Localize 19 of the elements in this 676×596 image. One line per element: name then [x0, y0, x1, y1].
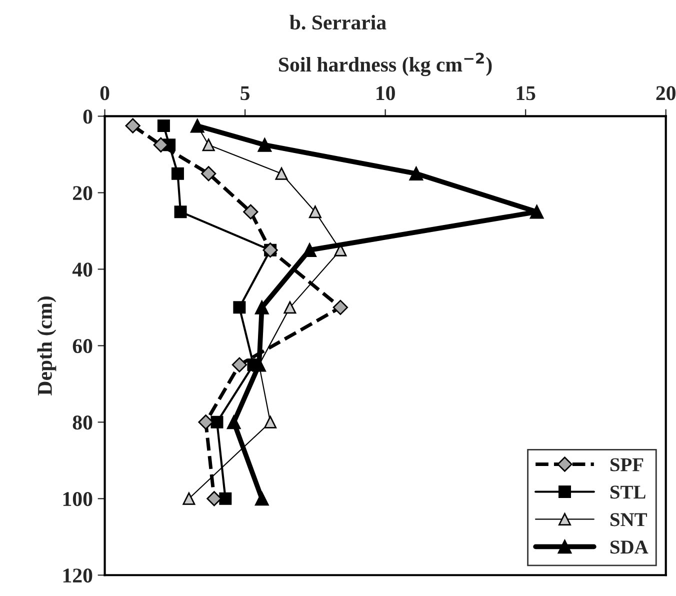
y-tick-label: 40: [72, 262, 92, 277]
legend-label: SPF: [610, 458, 644, 472]
y-axis-title: Depth (cm): [37, 296, 56, 396]
x-tick-label: 15: [516, 86, 536, 100]
legend-label: SNT: [610, 513, 647, 526]
x-tick-label: 5: [240, 86, 250, 100]
chart-title: b. Serraria: [290, 14, 386, 30]
x-axis-title: Soil hardness (kg cm$^{−2}$): [279, 52, 492, 76]
y-tick-label: 60: [72, 339, 92, 354]
x-tick-label: 0: [100, 86, 110, 100]
y-tick-label: 80: [72, 416, 92, 430]
legend-label: STL: [610, 486, 646, 499]
x-tick-label: 20: [656, 86, 676, 100]
y-tick-label: 100: [63, 492, 92, 506]
x-tick-label: 10: [376, 86, 395, 100]
y-tick-label: 20: [73, 186, 92, 200]
y-tick-label: 0: [83, 110, 92, 124]
y-tick-label: 120: [63, 568, 92, 583]
legend-label: SDA: [610, 540, 648, 554]
